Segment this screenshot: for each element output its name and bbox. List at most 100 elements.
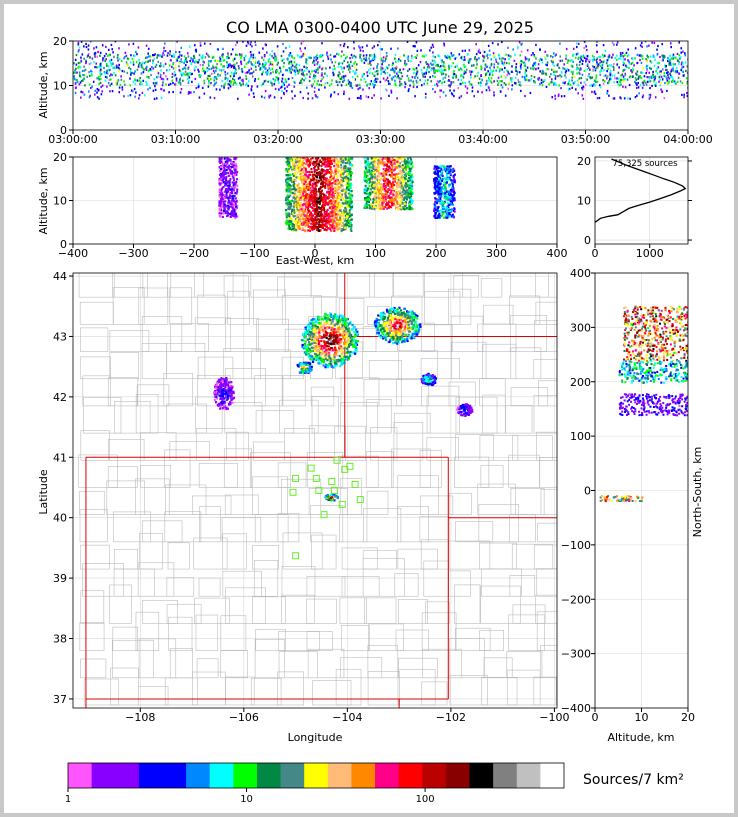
density-cell [296, 190, 299, 193]
density-cell [322, 215, 325, 218]
density-cell [384, 79, 387, 82]
density-cell [294, 73, 297, 76]
density-cell [555, 53, 557, 56]
density-cell [336, 213, 339, 216]
density-cell [327, 186, 330, 189]
density-cell [373, 80, 375, 83]
density-cell [317, 181, 320, 184]
density-cell [557, 63, 559, 66]
density-cell [202, 67, 204, 70]
density-cell [358, 87, 361, 90]
density-cell [511, 88, 513, 91]
density-cell [268, 70, 270, 73]
density-cell [600, 68, 603, 72]
density-cell [105, 52, 107, 56]
density-cell [610, 64, 613, 67]
density-cell [392, 76, 395, 79]
density-cell [436, 82, 438, 86]
density-cell [541, 84, 544, 87]
density-cell [225, 195, 228, 198]
density-cell [291, 180, 294, 183]
density-cell [621, 54, 624, 57]
density-cell [210, 67, 213, 70]
density-cell [296, 160, 299, 163]
density-cell [586, 54, 589, 58]
density-cell [440, 89, 443, 92]
density-cell [234, 216, 237, 220]
density-cell [398, 80, 401, 83]
density-cell [393, 70, 395, 73]
density-cell [500, 75, 502, 78]
density-cell [226, 211, 229, 215]
density-cell [333, 64, 335, 67]
density-cell [441, 68, 443, 71]
density-cell [289, 227, 292, 230]
density-cell [138, 97, 140, 100]
density-cell [322, 217, 325, 221]
density-cell [464, 85, 467, 88]
density-cell [396, 185, 399, 188]
density-cell [191, 80, 193, 83]
density-cell [488, 49, 491, 52]
density-cell [379, 80, 382, 84]
density-cell [288, 226, 291, 229]
density-cell [321, 176, 324, 179]
density-cell [323, 228, 326, 231]
density-cell [313, 195, 316, 198]
density-cell [234, 163, 237, 166]
density-cell [586, 48, 588, 52]
density-cell [364, 161, 367, 165]
density-cell [442, 61, 445, 64]
density-cell [230, 71, 233, 74]
density-cell [390, 47, 392, 50]
density-cell [623, 80, 625, 83]
density-cell [414, 95, 416, 98]
density-cell [336, 194, 339, 197]
density-cell [384, 199, 387, 203]
density-cell [662, 56, 664, 59]
density-cell [444, 67, 446, 70]
density-cell [82, 79, 84, 82]
density-cell [315, 157, 318, 160]
density-cell [636, 83, 638, 86]
density-cell [598, 84, 601, 87]
density-cell [341, 189, 344, 192]
density-cell [196, 60, 198, 63]
density-cell [350, 85, 352, 88]
density-cell [538, 76, 541, 80]
density-cell [349, 223, 352, 226]
density-cell [132, 80, 135, 83]
density-cell [421, 73, 424, 76]
density-cell [279, 66, 281, 69]
density-cell [519, 65, 522, 68]
density-cell [84, 84, 86, 87]
density-cell [506, 74, 508, 77]
density-cell [100, 65, 103, 68]
density-cell [311, 202, 314, 205]
density-cell [313, 226, 316, 229]
density-cell [341, 75, 343, 78]
density-cell [463, 58, 466, 61]
density-cell [475, 60, 478, 63]
density-cell [332, 198, 335, 202]
density-cell [160, 96, 163, 99]
time-altitude-panel: 03:00:00 03:10:00 03:20:00 03:30:00 03:40:00… [37, 35, 713, 146]
density-cell [106, 72, 109, 75]
density-cell [277, 77, 280, 80]
density-cell [323, 212, 326, 215]
density-cell [311, 227, 314, 230]
density-cell [225, 191, 228, 194]
density-cell [104, 72, 106, 75]
density-cell [320, 79, 322, 83]
density-cell [351, 76, 354, 79]
density-cell [347, 204, 350, 207]
density-cell [639, 84, 642, 87]
density-cell [356, 96, 359, 100]
density-cell [298, 198, 301, 201]
density-cell [175, 77, 178, 80]
density-cell [442, 65, 445, 68]
density-cell [285, 46, 287, 50]
density-cell [659, 70, 661, 73]
density-cell [90, 41, 92, 43]
density-cell [635, 72, 637, 75]
